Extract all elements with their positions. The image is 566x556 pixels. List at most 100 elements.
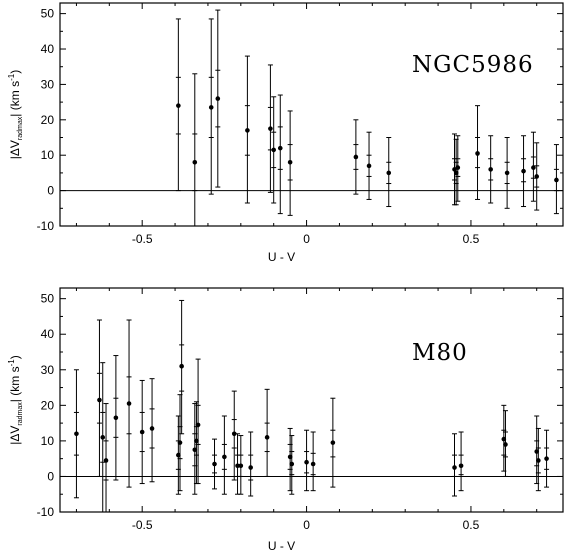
- y-tick-label: 20: [41, 398, 55, 412]
- data-point: [277, 145, 283, 151]
- y-axis-title-part: -1: [7, 359, 16, 367]
- y-axis-title-part: |: [8, 114, 22, 117]
- y-axis-title-part: -1: [7, 73, 16, 81]
- ngc5986-panel: -10 0 10 20 30 40 50 -0.5 0 0.5 U - V |ΔVradmax| (k…: [7, 2, 564, 264]
- data-point: [455, 165, 461, 170]
- y-axis-title-part: ): [8, 355, 22, 359]
- y-axis-title: |ΔVradmax| (km s-1): [7, 355, 24, 444]
- data-point-group: [73, 369, 79, 499]
- cluster-label: NGC5986: [412, 52, 534, 78]
- data-point-group: [96, 319, 102, 477]
- data-point-group: [212, 438, 218, 490]
- x-tick-label: -0.5: [132, 518, 153, 532]
- data-point: [192, 159, 198, 165]
- data-point-group: [488, 135, 494, 204]
- y-tick-label: 20: [41, 113, 55, 127]
- data-point-group: [179, 299, 185, 435]
- data-point: [215, 96, 221, 101]
- x-tick-label: 0.5: [463, 232, 480, 246]
- data-point: [235, 463, 240, 469]
- y-tick-label: 40: [41, 327, 55, 341]
- data-point: [289, 461, 295, 467]
- y-axis-title-part: (km s: [8, 81, 22, 114]
- data-point-group: [535, 427, 541, 492]
- data-point-group: [248, 431, 254, 497]
- y-tick-label: 50: [41, 7, 55, 21]
- data-point-group: [195, 358, 201, 485]
- data-point-group: [244, 55, 250, 204]
- data-point: [366, 163, 372, 169]
- data-point: [268, 126, 273, 131]
- data-point-group: [113, 355, 119, 481]
- data-point: [503, 442, 508, 447]
- data-point-group: [534, 142, 540, 211]
- data-point: [245, 128, 250, 133]
- data-point-group: [231, 390, 237, 481]
- data-point: [386, 170, 392, 176]
- data-point-group: [192, 73, 198, 227]
- data-point: [310, 461, 316, 467]
- data-point: [208, 105, 214, 110]
- data-point-group: [267, 64, 273, 193]
- data-point-group: [235, 433, 241, 495]
- data-point: [231, 431, 237, 437]
- data-point: [103, 458, 109, 463]
- data-point: [248, 465, 253, 470]
- y-tick-label: 40: [41, 42, 55, 56]
- data-point-group: [289, 435, 295, 495]
- data-point-group: [452, 433, 458, 497]
- y-tick-label: 30: [41, 77, 55, 91]
- data-point-group: [287, 110, 293, 216]
- data-point: [238, 463, 244, 469]
- data-point: [534, 174, 539, 179]
- y-axis-title-part: max: [17, 116, 24, 130]
- data-point-group: [458, 431, 464, 492]
- data-point-group: [264, 388, 270, 477]
- data-point: [126, 401, 132, 406]
- data-point: [452, 465, 457, 470]
- data-point: [304, 459, 309, 465]
- y-tick-label: 0: [47, 184, 54, 198]
- data-point: [139, 429, 145, 435]
- data-point: [287, 159, 293, 165]
- data-point: [458, 463, 464, 469]
- data-point-group: [330, 397, 336, 488]
- data-point-group: [521, 135, 527, 208]
- data-point-group: [310, 431, 316, 492]
- y-axis-title-part: rad: [17, 130, 24, 140]
- data-point: [177, 440, 183, 445]
- data-point: [531, 165, 536, 170]
- data-point: [179, 363, 184, 369]
- m80-panel: -10 0 10 20 30 40 50 -0.5 0 0.5 U - V |ΔVradmax| (k…: [7, 287, 564, 553]
- data-point-group: [215, 9, 221, 188]
- data-point-group: [238, 435, 244, 495]
- data-point-group: [221, 415, 227, 495]
- y-axis-title-part: |ΔV: [8, 140, 22, 159]
- cluster-label: M80: [412, 340, 468, 366]
- data-point-group: [386, 137, 392, 208]
- data-point: [521, 168, 526, 174]
- data-point: [330, 440, 336, 445]
- data-point: [536, 458, 541, 463]
- data-point: [195, 422, 201, 428]
- y-axis-title-part: ): [8, 70, 22, 74]
- data-point-group: [271, 96, 277, 204]
- data-point-group: [149, 378, 155, 483]
- data-point-group: [353, 119, 359, 195]
- plot-frame: [59, 2, 564, 227]
- data-point-group: [366, 131, 372, 200]
- x-axis-title: U - V: [268, 250, 295, 264]
- data-point-group: [504, 137, 510, 209]
- y-tick-label: 0: [47, 469, 54, 483]
- y-axis-title-part: rad: [17, 415, 24, 425]
- y-tick-label: 30: [41, 363, 55, 377]
- data-point-group: [502, 410, 508, 477]
- data-point: [264, 435, 270, 440]
- data-point: [544, 456, 549, 461]
- data-point: [97, 397, 102, 403]
- x-tick-label: 0: [303, 518, 310, 532]
- data-point-group: [475, 105, 481, 200]
- data-point: [271, 147, 276, 153]
- x-tick-label: 0.5: [463, 518, 480, 532]
